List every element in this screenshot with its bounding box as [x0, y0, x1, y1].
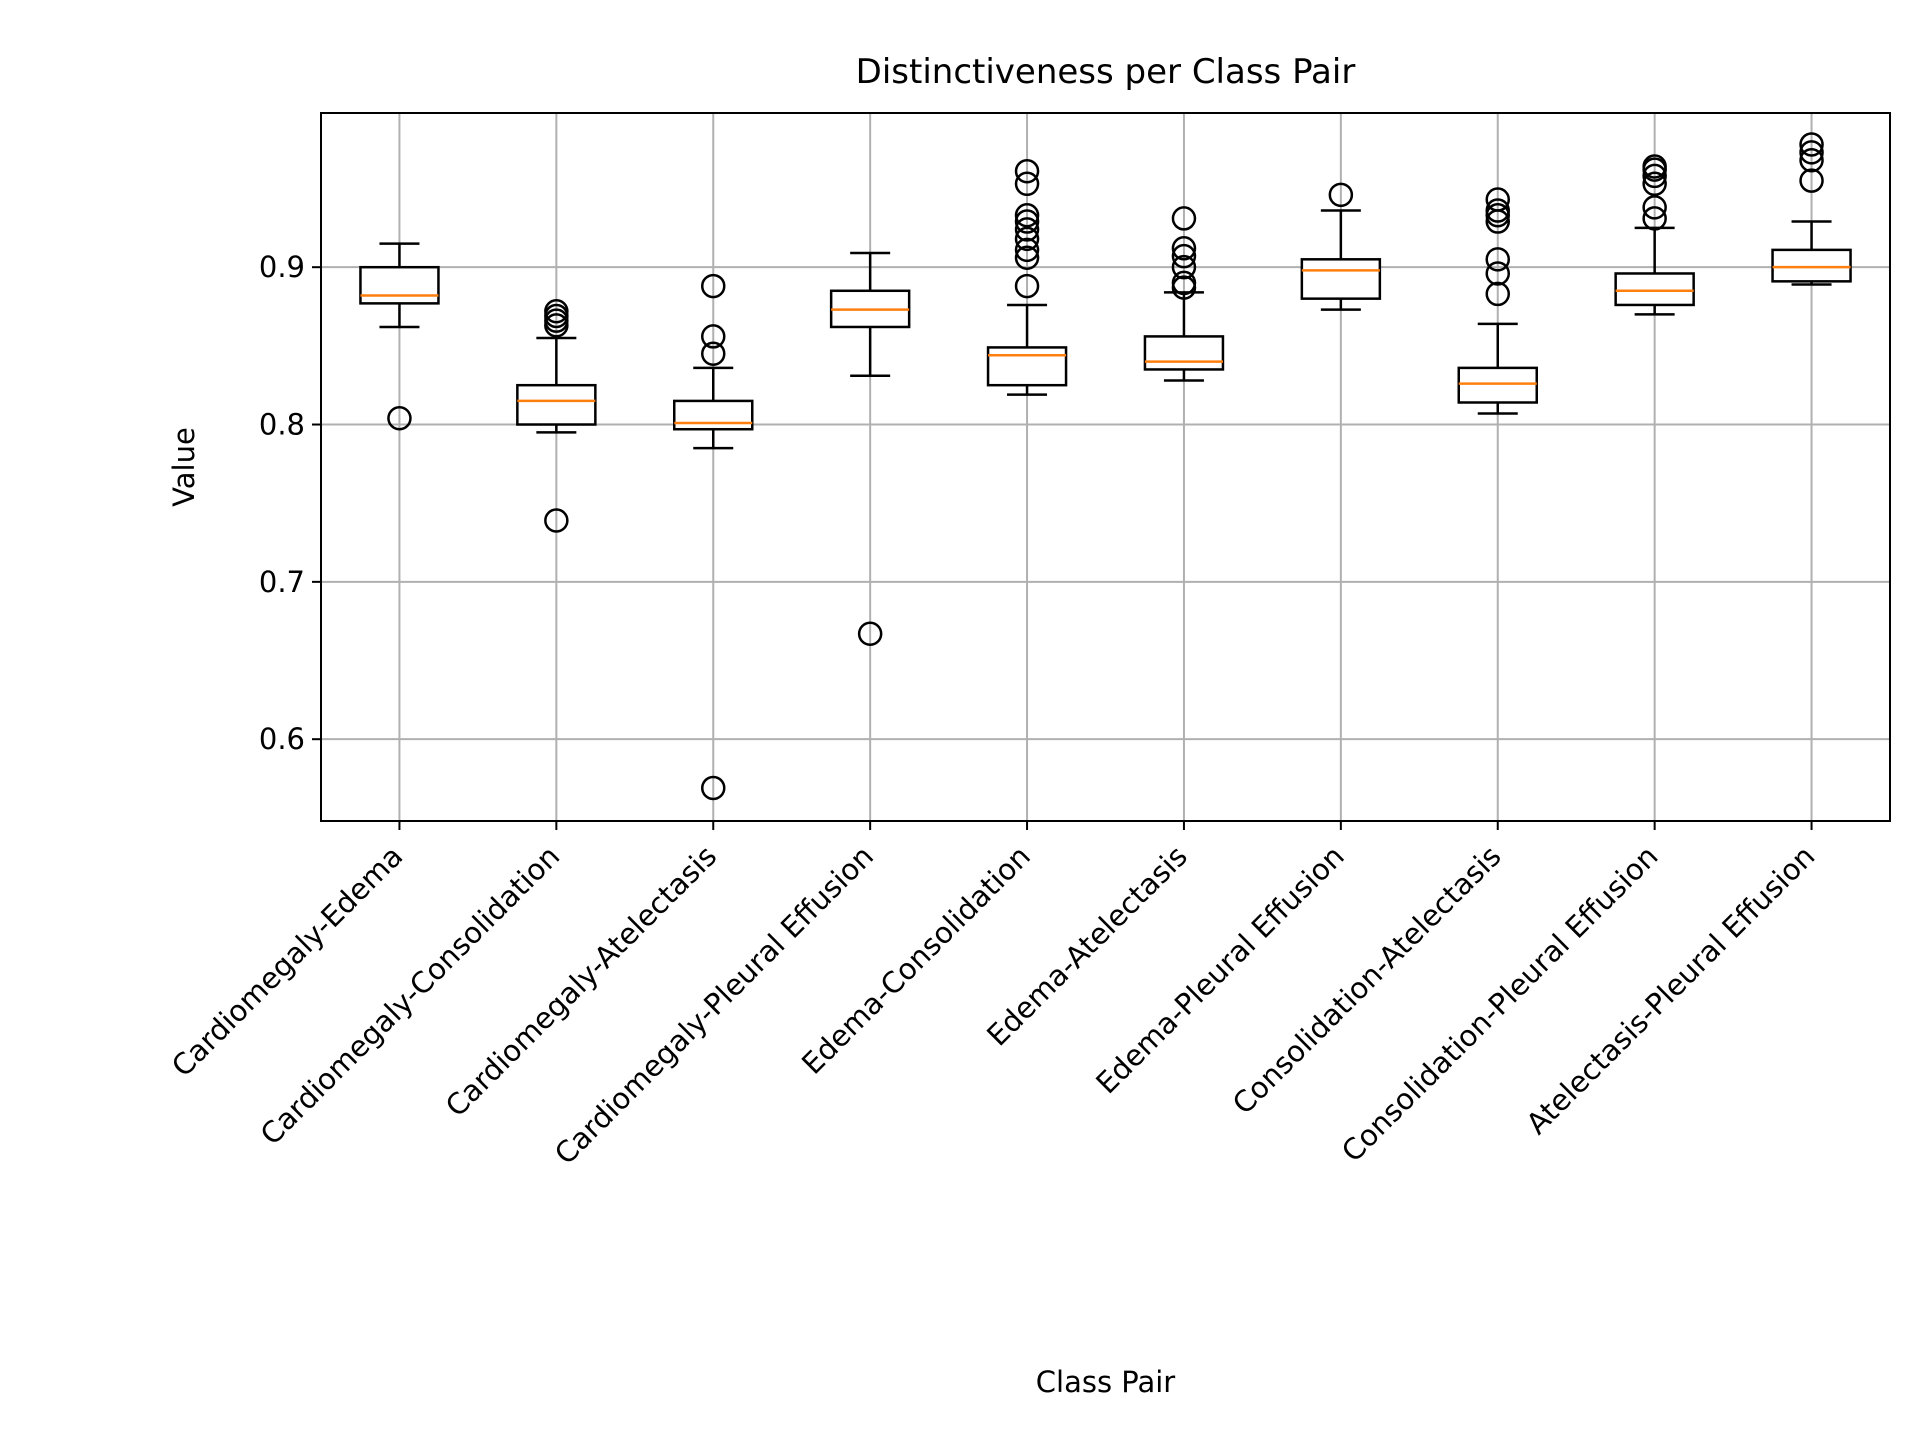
outlier-point [1171, 236, 1197, 261]
iqr-box [1143, 335, 1225, 371]
outlier-point [1014, 245, 1040, 270]
x-axis-label: Class Pair [1036, 1365, 1176, 1399]
outlier-point [701, 324, 726, 349]
outlier-point [1799, 147, 1824, 173]
plot-area-frame [320, 112, 1891, 822]
box-group [359, 242, 440, 431]
boxes [359, 132, 1852, 801]
y-axis-label: Value [167, 427, 201, 507]
outlier-point [701, 273, 726, 299]
outlier-point [1642, 163, 1667, 189]
outlier-point [1485, 198, 1510, 223]
iqr-box [673, 399, 754, 431]
outlier-point [1014, 171, 1040, 197]
outlier-point [1642, 195, 1667, 220]
outlier-point [1799, 140, 1824, 165]
iqr-box [1457, 366, 1538, 404]
outlier-point [1014, 209, 1040, 234]
box-group [1614, 154, 1695, 316]
box-group [1771, 132, 1852, 286]
outlier-point [701, 775, 726, 801]
outlier-point [387, 405, 412, 431]
y-tick-label: 0.7 [259, 565, 305, 599]
iqr-box [359, 265, 440, 305]
iqr-box [1300, 258, 1382, 300]
outlier-point [1014, 273, 1040, 299]
outlier-point [857, 621, 883, 647]
box-group [1300, 182, 1382, 311]
box-group [829, 251, 911, 647]
iqr-box [516, 383, 597, 426]
outlier-point [1171, 243, 1197, 269]
outlier-point [1485, 247, 1510, 272]
box-group [1457, 187, 1538, 415]
outlier-point [544, 298, 569, 324]
outlier-point [1485, 281, 1510, 307]
y-tick-label: 0.6 [259, 722, 305, 756]
outlier-point [1014, 237, 1040, 263]
iqr-box [1614, 272, 1695, 307]
outlier-point [544, 508, 569, 533]
outlier-point [1171, 254, 1197, 280]
outlier-point [1799, 168, 1824, 193]
outlier-point [1014, 203, 1040, 228]
iqr-box [1771, 248, 1852, 283]
outlier-point [1171, 206, 1197, 231]
outlier-point [1171, 270, 1197, 296]
outlier-point [1014, 217, 1040, 242]
y-tick-label: 0.8 [259, 408, 305, 442]
outlier-point [1799, 132, 1824, 157]
chart-title: Distinctiveness per Class Pair [856, 52, 1356, 92]
outlier-point [1642, 206, 1667, 231]
box-group [1143, 206, 1225, 382]
outlier-point [1328, 182, 1354, 208]
y-tick-label: 0.9 [259, 250, 305, 284]
outlier-point [1642, 154, 1667, 179]
iqr-box [986, 346, 1068, 387]
outlier-point [1014, 158, 1040, 184]
outlier-point [1014, 226, 1040, 252]
outlier-point [701, 341, 726, 366]
box-group [673, 273, 754, 801]
box-group [516, 298, 597, 533]
box-group [986, 158, 1068, 396]
outlier-point [1485, 261, 1510, 286]
outlier-point [1485, 187, 1510, 212]
outlier-point [1642, 171, 1667, 197]
